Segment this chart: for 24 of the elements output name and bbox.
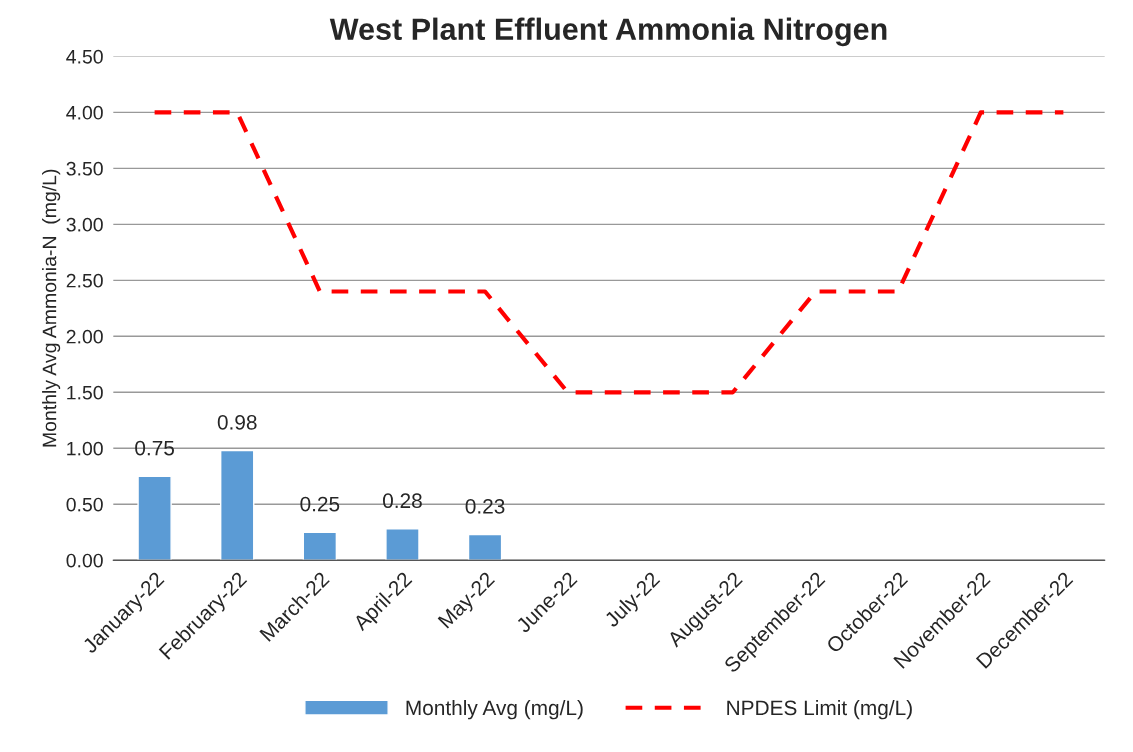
bar <box>137 475 172 561</box>
y-tick-label: 2.50 <box>66 273 103 288</box>
y-tick-label: 1.00 <box>67 441 103 456</box>
data-label: 0.25 <box>300 496 340 512</box>
data-label: 0.98 <box>217 414 257 430</box>
bar <box>220 449 255 561</box>
bar <box>302 531 338 561</box>
y-tick-label: 4.50 <box>66 49 103 64</box>
y-tick-label: 0.50 <box>66 497 103 512</box>
data-label: 0.75 <box>135 440 175 456</box>
bar <box>467 533 503 561</box>
y-tick-label: 3.00 <box>66 217 103 232</box>
legend-label: Monthly Avg (mg/L) <box>406 699 583 720</box>
y-tick-label: 3.50 <box>66 161 103 176</box>
legend-label: NPDES Limit (mg/L) <box>727 699 912 720</box>
bar <box>385 528 420 561</box>
y-tick-label: 0.00 <box>66 553 103 568</box>
data-label: 0.23 <box>465 498 505 514</box>
chart-title: West Plant Effluent Ammonia Nitrogen <box>329 17 887 47</box>
data-label: 0.28 <box>382 493 422 509</box>
y-axis-title: Monthly Avg Ammonia-N (mg/L) <box>42 169 61 447</box>
y-tick-label: 2.00 <box>66 329 103 344</box>
y-tick-label: 1.50 <box>67 385 103 400</box>
y-tick-label: 4.00 <box>66 105 103 120</box>
